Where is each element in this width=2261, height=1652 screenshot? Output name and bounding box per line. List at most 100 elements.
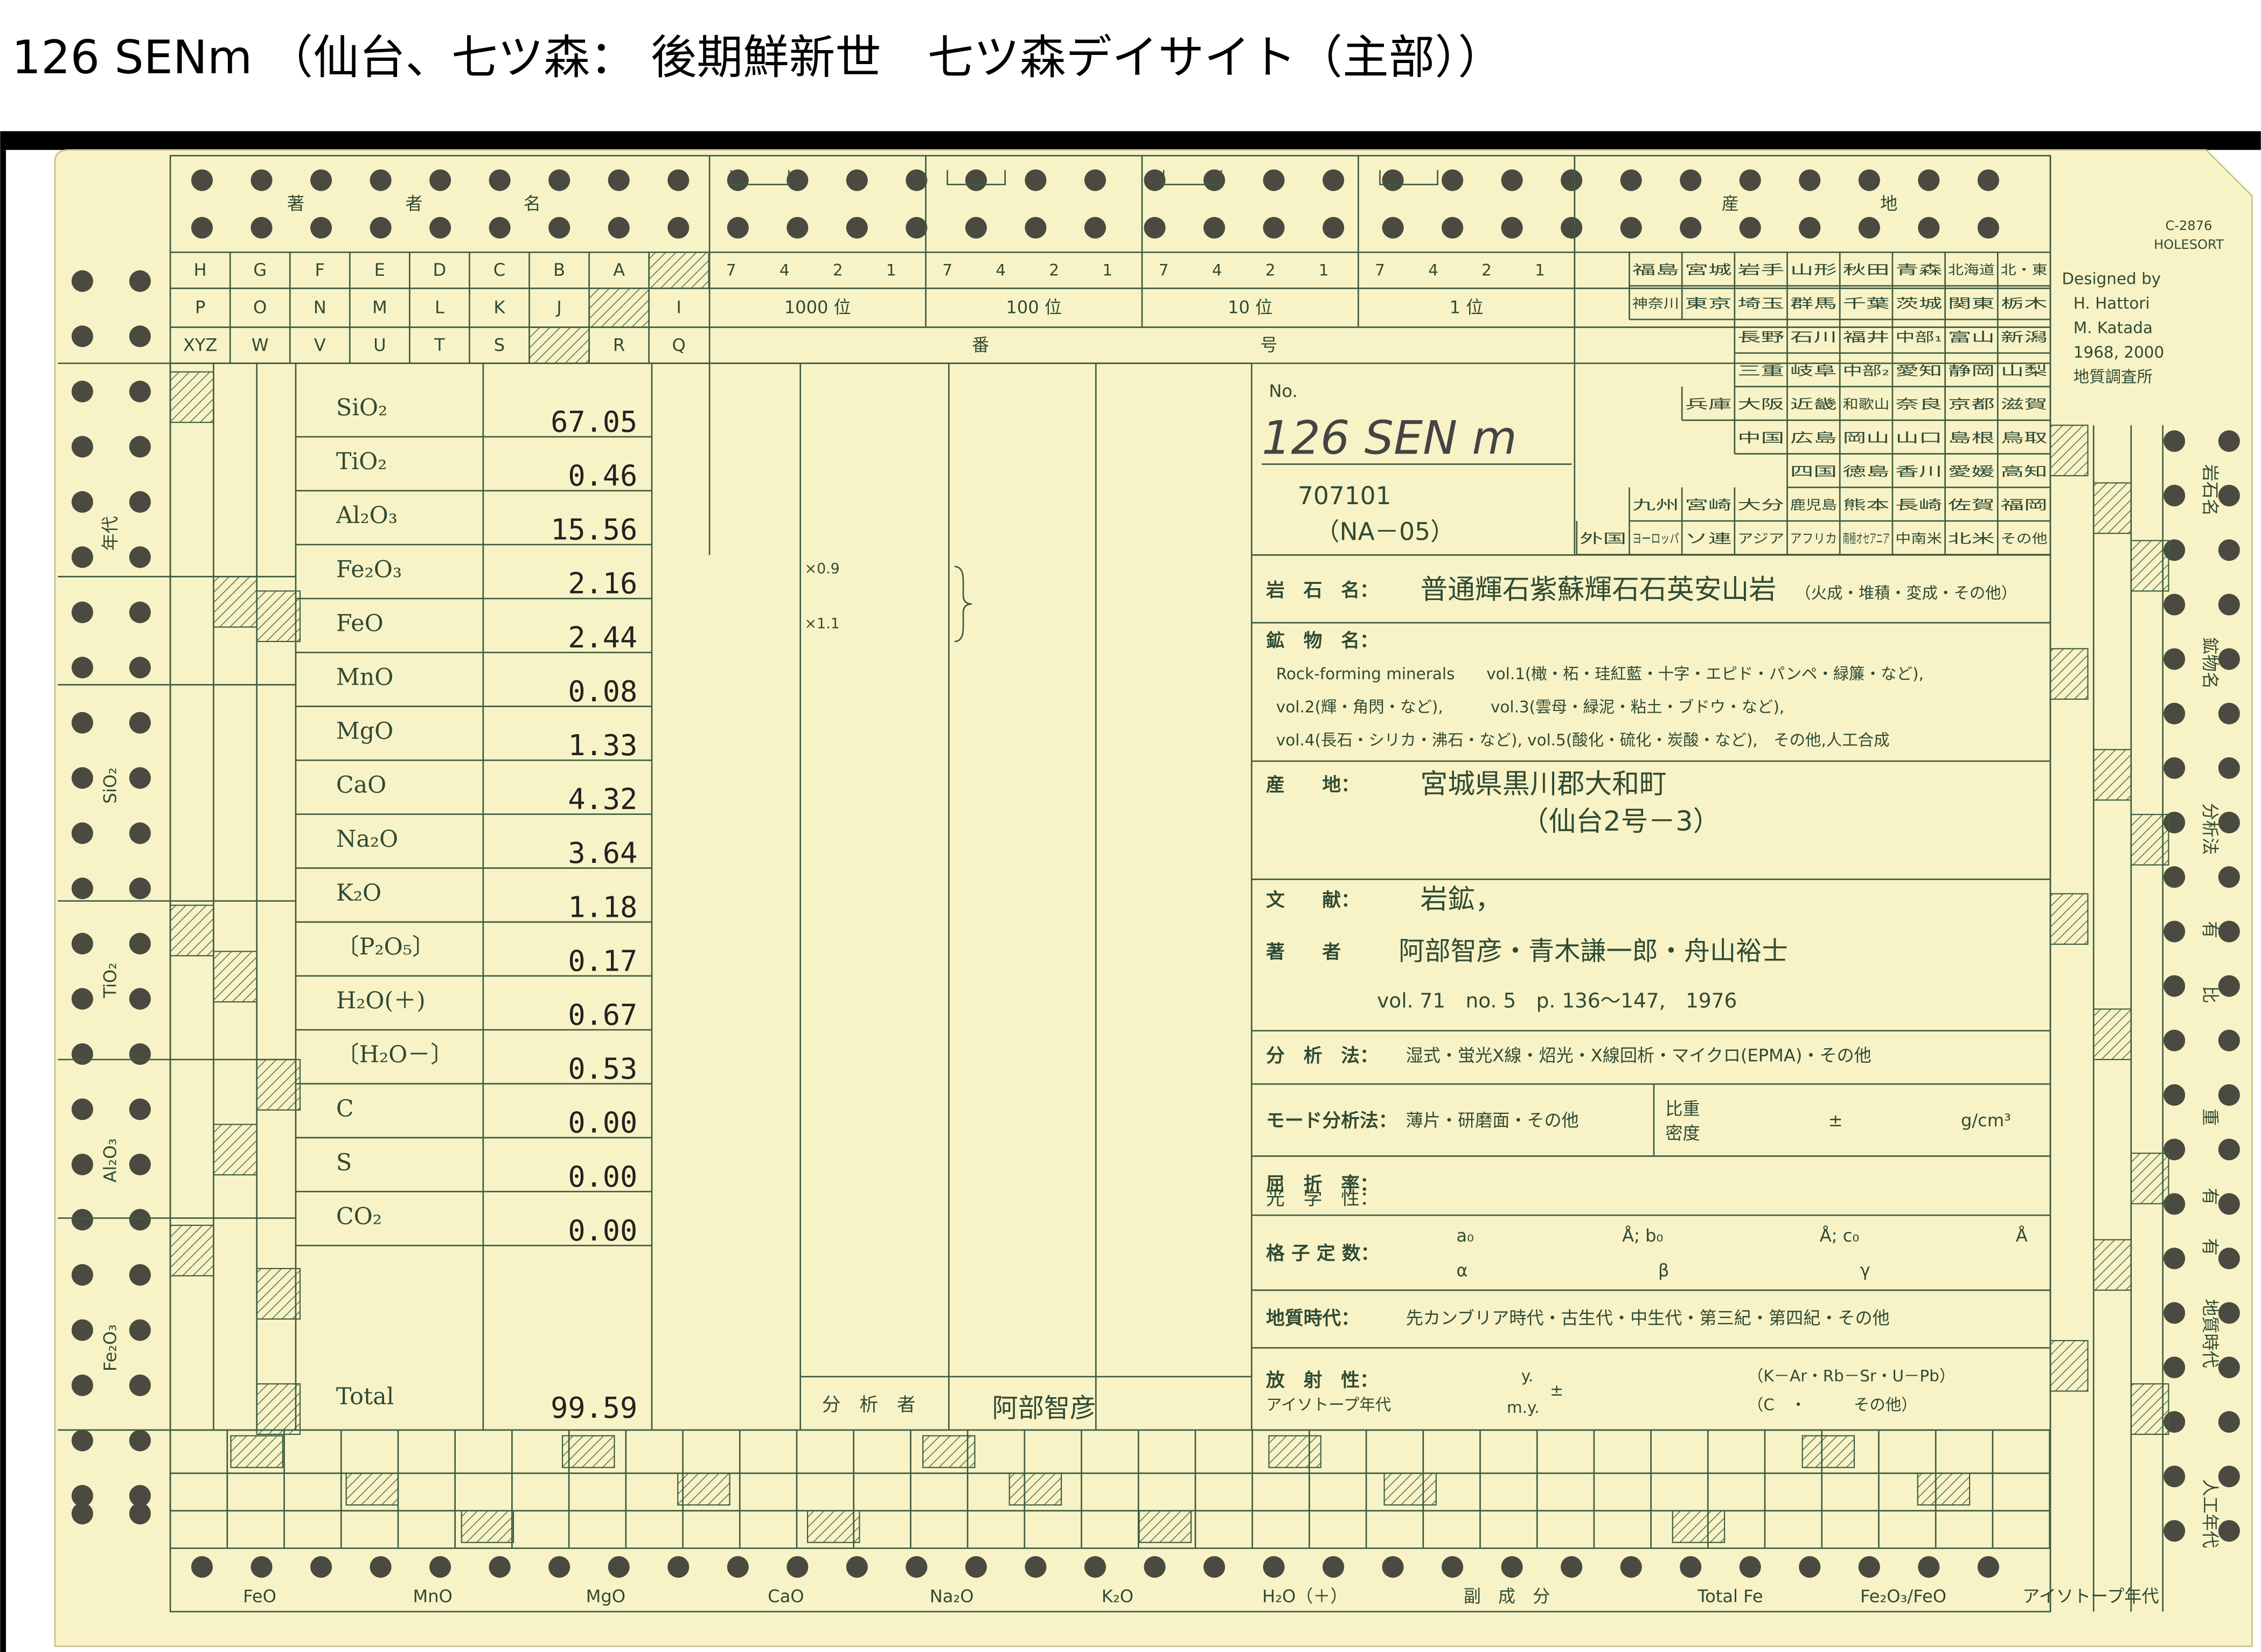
hatched-cell bbox=[256, 1058, 301, 1111]
hatched-cell bbox=[2093, 749, 2132, 801]
letter-code: H bbox=[194, 260, 207, 280]
punch-hole bbox=[129, 1264, 151, 1286]
page-title: 126 SENm （仙台、七ツ森： 後期鮮新世 七ツ森デイサイト（主部）） bbox=[12, 31, 1504, 85]
letter-code: Q bbox=[672, 334, 686, 355]
punch-hole bbox=[1799, 1556, 1821, 1578]
punch-hole bbox=[310, 169, 332, 191]
field-value: 比重 bbox=[1665, 1099, 1700, 1119]
side-label: 比 bbox=[2200, 986, 2220, 1003]
letter-code: S bbox=[494, 334, 505, 355]
bottom-label: MnO bbox=[413, 1586, 453, 1606]
punch-hole bbox=[2218, 757, 2240, 779]
punch-hole bbox=[71, 657, 93, 679]
oxide-value: 0.17 bbox=[568, 944, 637, 978]
punch-hole bbox=[129, 1153, 151, 1175]
field-value: アイソトープ年代 bbox=[1266, 1396, 1391, 1414]
punch-hole bbox=[71, 932, 93, 954]
locality-cell: アジア bbox=[1737, 531, 1784, 546]
punch-hole bbox=[71, 822, 93, 844]
punch-hole bbox=[370, 169, 392, 191]
punch-hole bbox=[2218, 975, 2240, 997]
side-label: 年代 bbox=[100, 516, 120, 550]
punch-hole bbox=[489, 1556, 511, 1578]
punch-hole bbox=[846, 169, 868, 191]
hatched-cell bbox=[2130, 1383, 2169, 1435]
letter-code: V bbox=[314, 334, 326, 355]
punch-hole bbox=[129, 767, 151, 789]
place-label: 10 位 bbox=[1228, 297, 1272, 318]
hatched-cell bbox=[922, 1435, 976, 1468]
punch-hole bbox=[2218, 430, 2240, 452]
oxide-name: C bbox=[336, 1095, 354, 1122]
locality-cell: 千葉 bbox=[1843, 296, 1890, 311]
bracket bbox=[947, 170, 1006, 185]
field-value: Rock-forming minerals vol.1(橄・柘・珪紅藍・十字・エ… bbox=[1276, 665, 1924, 683]
locality-cell: 大分 bbox=[1737, 498, 1784, 513]
punch-hole bbox=[1977, 1556, 1999, 1578]
locality-cell: 青森 bbox=[1895, 262, 1942, 277]
oxide-name: TiO₂ bbox=[336, 448, 387, 475]
field-value: 宮城県黒川郡大和町 bbox=[1420, 768, 1666, 800]
punch-hole bbox=[1561, 1556, 1583, 1578]
punch-hole bbox=[2163, 866, 2186, 888]
punch-hole bbox=[429, 217, 451, 239]
field-value: vol. 71 no. 5 p. 136～147, 1976 bbox=[1377, 989, 1737, 1013]
punch-hole bbox=[1620, 169, 1642, 191]
digit-code: 1 bbox=[1102, 261, 1112, 280]
field-value: 岩鉱， bbox=[1420, 883, 1502, 915]
side-label: Al₂O₃ bbox=[100, 1138, 120, 1182]
oxide-value: 2.44 bbox=[568, 621, 637, 654]
letter-code: A bbox=[613, 260, 625, 280]
locality-cell: 北海道 bbox=[1948, 262, 1995, 277]
oxide-name: MnO bbox=[336, 664, 394, 691]
punch-hole bbox=[2218, 1356, 2240, 1378]
punch-hole bbox=[370, 217, 392, 239]
locality-cell: 長野 bbox=[1737, 330, 1784, 345]
digit-code: 7 bbox=[942, 261, 952, 280]
punch-hole bbox=[1799, 217, 1821, 239]
oxide-name: 〔H₂O－〕 bbox=[336, 1041, 454, 1068]
letter-code: U bbox=[373, 334, 386, 355]
punch-hole bbox=[129, 1430, 151, 1452]
punch-hole bbox=[1680, 169, 1702, 191]
hatched-cell bbox=[2130, 814, 2169, 866]
punch-hole bbox=[2163, 1302, 2186, 1324]
side-label: 有 bbox=[2200, 1188, 2220, 1205]
punch-hole bbox=[1203, 217, 1226, 239]
field-value: 薄片・研磨面・その他 bbox=[1406, 1110, 1579, 1131]
field-value: （火成・堆積・変成・その他） bbox=[1795, 584, 2017, 602]
oxide-value: 15.56 bbox=[551, 513, 637, 547]
punch-hole bbox=[2163, 430, 2186, 452]
locality-cell: 茨城 bbox=[1895, 296, 1942, 311]
locality-cell: 山梨 bbox=[2001, 363, 2048, 378]
locality-cell: 中南米 bbox=[1895, 531, 1942, 546]
designer: H. Hattori bbox=[2074, 294, 2150, 312]
punch-hole bbox=[71, 1098, 93, 1120]
field-label: 格 子 定 数： bbox=[1266, 1243, 1379, 1264]
punch-hole bbox=[1501, 217, 1523, 239]
letter-code: XYZ bbox=[183, 334, 218, 355]
bottom-label: K₂O bbox=[1102, 1586, 1133, 1606]
field-value: Å bbox=[2016, 1225, 2028, 1246]
field-label: 岩 石 名： bbox=[1265, 580, 1379, 601]
digit-code: 4 bbox=[1428, 261, 1438, 280]
field-value: （K－Ar・Rb－Sr・U－Pb） bbox=[1748, 1367, 1955, 1385]
locality-cell: 滋賀 bbox=[2001, 397, 2048, 412]
locality-cell: ヨーロッパ bbox=[1632, 531, 1679, 546]
punch-hole bbox=[727, 1556, 749, 1578]
punch-hole bbox=[1382, 169, 1404, 191]
oxide-name: Na₂O bbox=[336, 826, 398, 853]
field-value: ± bbox=[1828, 1110, 1843, 1131]
punch-hole bbox=[2218, 1247, 2240, 1270]
locality-cell: 宮崎 bbox=[1685, 498, 1732, 513]
punch-hole bbox=[1501, 1556, 1523, 1578]
letter-code: F bbox=[315, 260, 325, 280]
punch-hole bbox=[548, 217, 571, 239]
hatched-cell bbox=[170, 371, 214, 423]
locality-cell: 南極オセアニア bbox=[1843, 531, 1890, 546]
locality-cell: 静岡 bbox=[1948, 363, 1995, 378]
oxide-name: MgO bbox=[336, 718, 393, 745]
letter-code: T bbox=[434, 334, 445, 355]
hatched-cell bbox=[2049, 424, 2089, 477]
letter-code: W bbox=[252, 334, 269, 355]
